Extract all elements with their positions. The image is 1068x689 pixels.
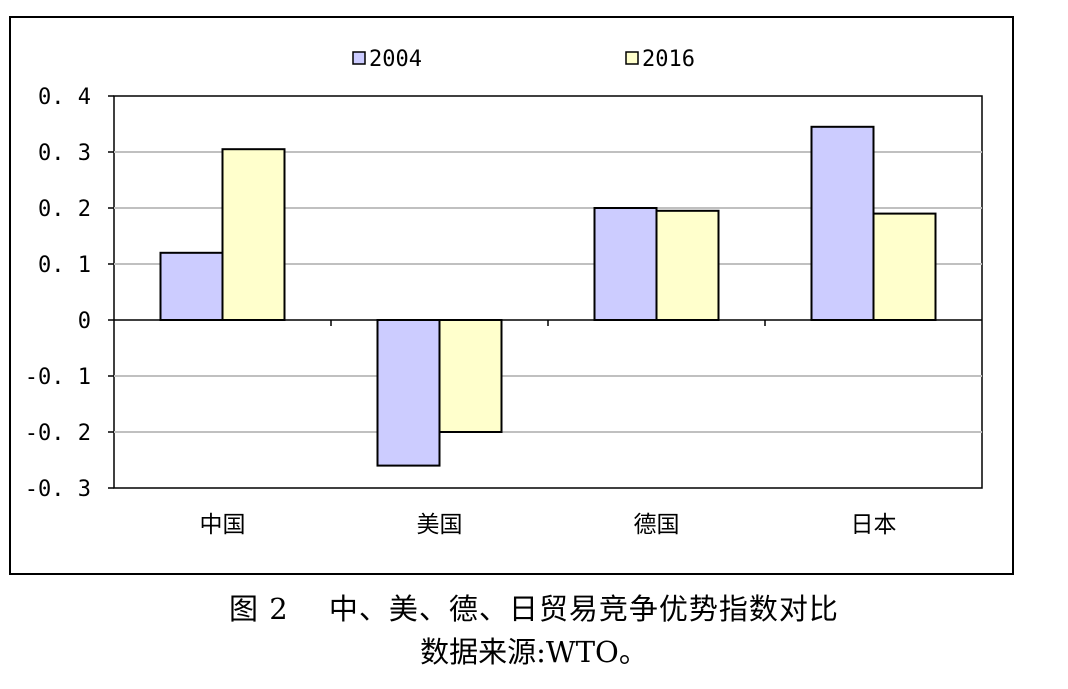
plot-area: 0. 4 0. 3 0. 2 0. 1 0 -0. 1 -0. 2 -0. 3 中国 美国 德国 日本 — [25, 85, 983, 538]
bar-2004-2 — [593, 207, 658, 321]
chart-border — [9, 16, 1014, 575]
y-tick-label: -0. 3 — [25, 477, 91, 502]
y-tick-label: 0. 2 — [38, 197, 91, 222]
legend-swatch-2004 — [352, 51, 366, 65]
y-tick-label: 0. 3 — [38, 141, 91, 166]
bar-2016-2 — [655, 209, 720, 321]
y-tick-label: -0. 2 — [25, 421, 91, 446]
bar-2004-1 — [376, 319, 441, 467]
x-category-label: 德国 — [634, 512, 680, 538]
bar-2016-3 — [872, 212, 937, 322]
legend-swatch-2016 — [625, 51, 639, 65]
x-category-label: 中国 — [200, 512, 246, 538]
bar-2016-1 — [438, 319, 503, 433]
x-category-label: 日本 — [851, 512, 897, 538]
bar-2016-0 — [221, 148, 286, 321]
legend-label-2004: 2004 — [369, 47, 422, 72]
y-tick-label: -0. 1 — [25, 365, 91, 390]
legend: 2004 2016 — [352, 47, 695, 72]
x-category-label: 美国 — [417, 512, 463, 538]
y-tick-label: 0. 1 — [38, 253, 91, 278]
bar-2004-3 — [810, 125, 875, 321]
y-tick-label: 0. 4 — [38, 85, 91, 110]
chart-frame: 0. 4 0. 3 0. 2 0. 1 0 -0. 1 -0. 2 -0. 3 中国 美国 德国 日本… — [9, 16, 1014, 575]
figure-caption: 图 2 中、美、德、日贸易竞争优势指数对比 — [229, 592, 839, 626]
bar-2004-0 — [159, 251, 224, 321]
y-tick-label: 0 — [78, 309, 91, 334]
data-source-note: 数据来源:WTO。 — [420, 635, 648, 669]
legend-label-2016: 2016 — [642, 47, 695, 72]
